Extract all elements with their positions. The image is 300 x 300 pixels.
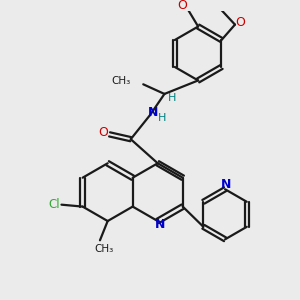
Text: Cl: Cl [48,198,60,211]
Text: CH₃: CH₃ [94,244,113,254]
Text: H: H [158,113,167,123]
Text: CH₃: CH₃ [112,76,131,86]
Text: N: N [221,178,231,191]
Text: O: O [177,0,187,12]
Text: N: N [148,106,158,119]
Text: N: N [154,218,165,231]
Text: H: H [168,93,176,103]
Text: O: O [98,126,108,139]
Text: O: O [235,16,245,29]
